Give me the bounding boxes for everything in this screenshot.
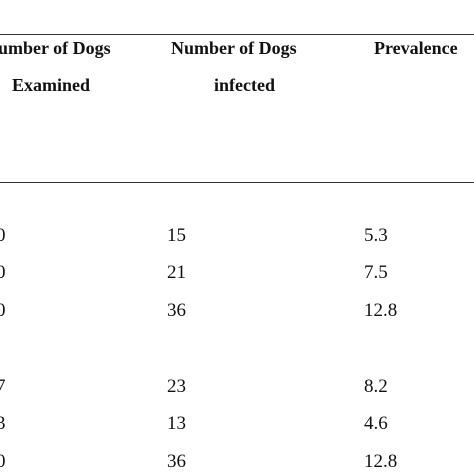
row4-prevalence: 8.2 [364, 376, 388, 397]
row6-examined: 0 [0, 451, 6, 472]
table-top-rule [0, 34, 474, 35]
row4-infected: 23 [167, 376, 186, 397]
row5-infected: 13 [167, 413, 186, 434]
header-prevalence: Prevalence [374, 38, 458, 58]
row6-infected: 36 [167, 451, 186, 472]
row5-prevalence: 4.6 [364, 413, 388, 434]
header-examined-line2: Examined [12, 75, 91, 95]
row4-examined: 7 [0, 376, 6, 397]
row2-prevalence: 7.5 [364, 262, 388, 283]
header-examined-line1: umber of Dogs [0, 38, 111, 58]
row3-examined: 0 [0, 300, 6, 321]
header-bottom-rule [0, 182, 474, 183]
row6-prevalence: 12.8 [364, 451, 398, 472]
row3-prevalence: 12.8 [364, 300, 398, 321]
row1-examined: 0 [0, 225, 6, 246]
row1-infected: 15 [167, 225, 186, 246]
row2-infected: 21 [167, 262, 186, 283]
header-infected-line2: infected [214, 75, 275, 95]
row5-examined: 3 [0, 413, 6, 434]
row3-infected: 36 [167, 300, 186, 321]
row1-prevalence: 5.3 [364, 225, 388, 246]
row2-examined: 0 [0, 262, 6, 283]
header-infected-line1: Number of Dogs [171, 38, 297, 58]
